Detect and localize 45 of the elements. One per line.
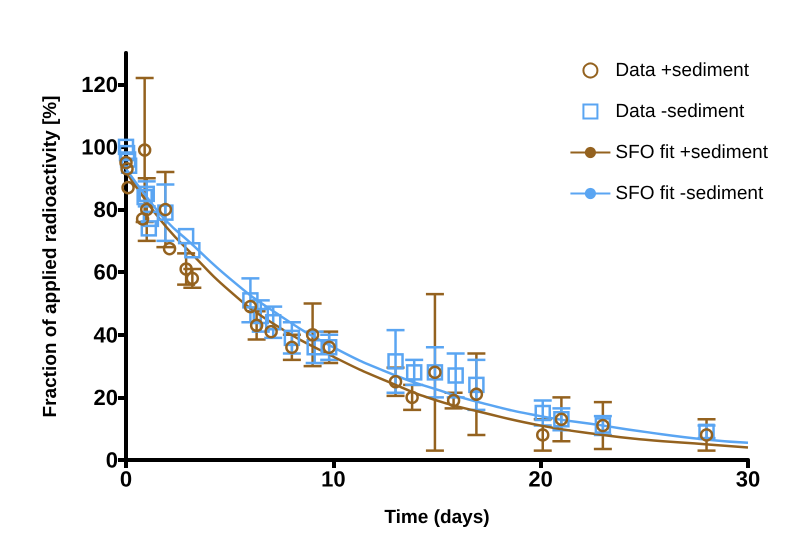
y-tick-label: 60 bbox=[94, 260, 118, 285]
point bbox=[264, 324, 278, 338]
point bbox=[250, 318, 264, 332]
point bbox=[138, 186, 155, 202]
point bbox=[534, 404, 551, 422]
y-tick-label: 0 bbox=[106, 448, 118, 472]
point bbox=[536, 428, 550, 442]
y-tick-label: 40 bbox=[94, 322, 118, 348]
legend-label: SFO fit +sediment bbox=[615, 142, 769, 163]
point bbox=[178, 228, 194, 244]
point bbox=[406, 364, 422, 381]
x-tick-label: 30 bbox=[736, 466, 760, 492]
point bbox=[136, 212, 150, 226]
point bbox=[120, 162, 134, 176]
legend-label: Data -sediment bbox=[615, 101, 745, 122]
point bbox=[284, 330, 300, 346]
y-tick-label: 120 bbox=[81, 72, 118, 97]
legend-label: SFO fit -sediment bbox=[615, 183, 764, 204]
y-tick-label: 20 bbox=[94, 384, 118, 410]
point bbox=[158, 202, 172, 216]
point bbox=[446, 394, 460, 408]
y-axis-title: Fraction of applied radioactivity [%] bbox=[40, 96, 61, 418]
point bbox=[264, 314, 282, 330]
point bbox=[405, 390, 419, 404]
x-tick-label: 10 bbox=[321, 466, 346, 492]
point bbox=[285, 340, 299, 354]
y-tick-label: 100 bbox=[81, 134, 118, 160]
point bbox=[447, 367, 464, 384]
point bbox=[119, 156, 133, 170]
point bbox=[468, 376, 485, 394]
x-axis-title: Time (days) bbox=[384, 507, 490, 528]
point bbox=[184, 242, 201, 258]
point bbox=[470, 388, 484, 401]
point bbox=[140, 202, 154, 216]
x-tick-label: 20 bbox=[528, 466, 553, 492]
point bbox=[700, 428, 714, 442]
point bbox=[138, 143, 152, 157]
point bbox=[244, 300, 258, 314]
point bbox=[118, 138, 134, 156]
legend-label: Data +sediment bbox=[615, 60, 750, 81]
point bbox=[121, 180, 135, 194]
point bbox=[387, 353, 404, 370]
y-tick-label: 80 bbox=[94, 197, 118, 222]
point bbox=[140, 220, 158, 237]
point bbox=[186, 272, 200, 286]
